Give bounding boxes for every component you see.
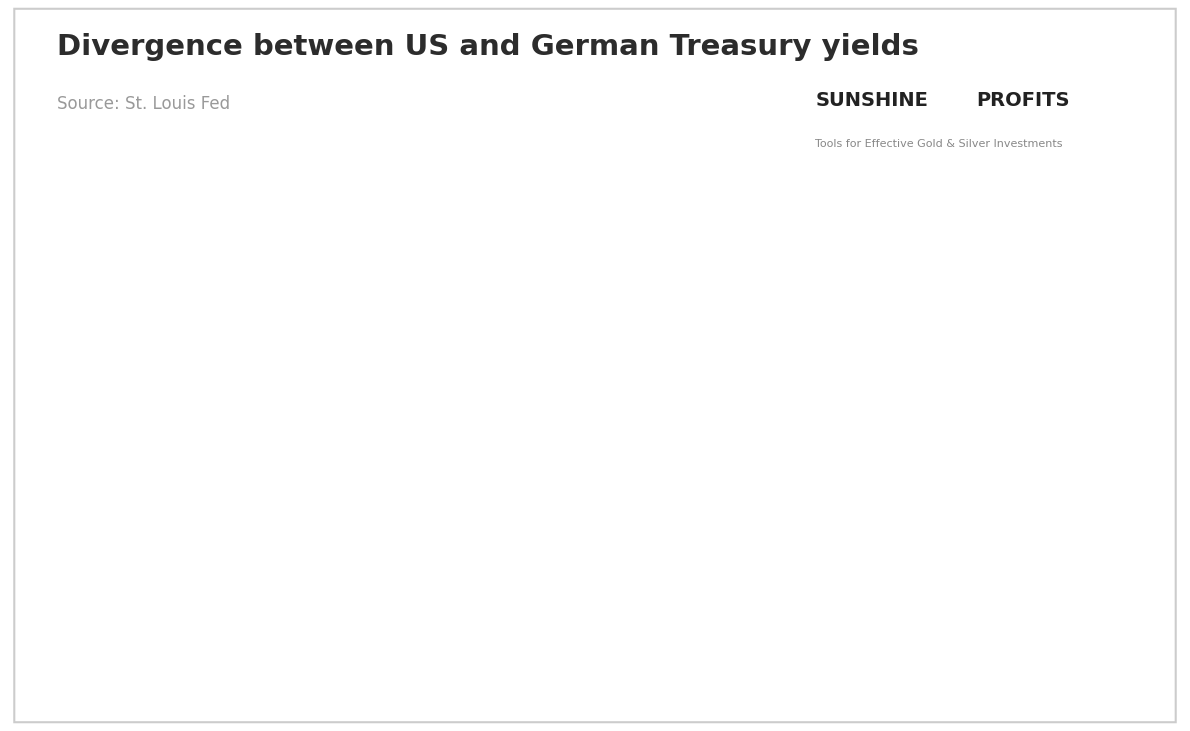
Text: Source: St. Louis Fed: Source: St. Louis Fed bbox=[57, 95, 230, 113]
Polygon shape bbox=[857, 51, 1128, 161]
Text: Divergence between US and German Treasury yields: Divergence between US and German Treasur… bbox=[57, 33, 919, 61]
Polygon shape bbox=[857, 26, 1136, 154]
Polygon shape bbox=[857, 73, 1120, 161]
Text: Tools for Effective Gold & Silver Investments: Tools for Effective Gold & Silver Invest… bbox=[815, 139, 1063, 149]
Text: PROFITS: PROFITS bbox=[976, 91, 1070, 110]
Text: SUNSHINE: SUNSHINE bbox=[815, 91, 928, 110]
